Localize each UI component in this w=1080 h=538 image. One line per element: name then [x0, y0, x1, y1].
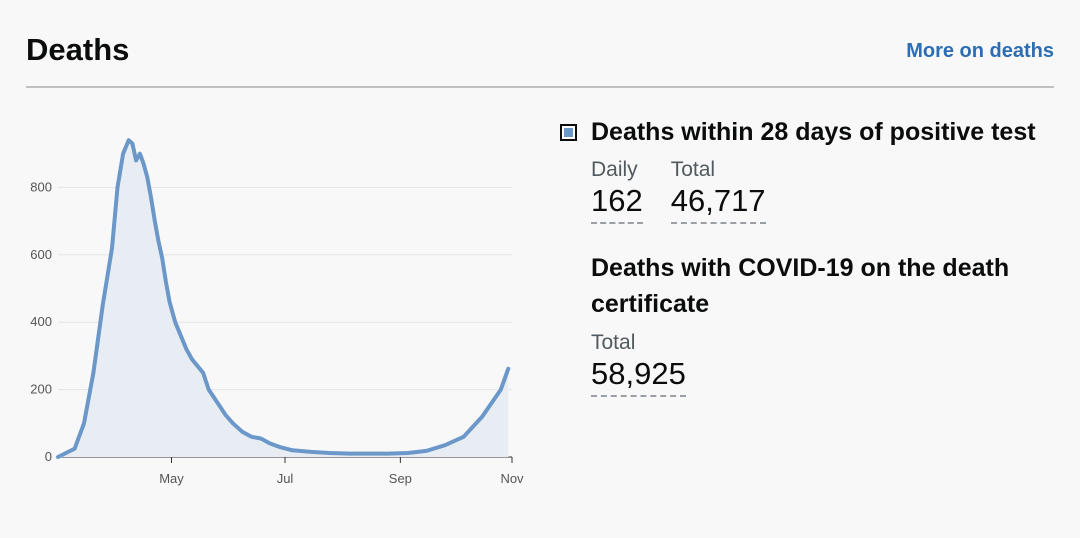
- metric-total-value[interactable]: 46,717: [670, 183, 766, 224]
- metric-certificate-total-value[interactable]: 58,925: [591, 356, 686, 397]
- legend-swatch-icon: [560, 124, 577, 141]
- metric-heading-death-certificate: Deaths with COVID-19 on the death certif…: [591, 254, 1010, 318]
- metrics-panel: Deaths within 28 days of positive test D…: [560, 118, 1060, 397]
- y-tick-label: 400: [30, 314, 52, 329]
- metric-heading-28-days: Deaths within 28 days of positive test: [560, 118, 1060, 147]
- more-on-deaths-link[interactable]: More on deaths: [906, 40, 1054, 62]
- metric-daily-value[interactable]: 162: [591, 183, 643, 224]
- y-tick-label: 800: [30, 179, 52, 194]
- metric-row-28-days: Daily 162 Total 46,717: [591, 157, 1060, 224]
- metric-daily-label: Daily: [591, 158, 638, 181]
- x-tick-label: Jul: [277, 471, 294, 486]
- metric-daily: Daily 162: [591, 157, 643, 224]
- metric-heading-28-days-text: Deaths within 28 days of positive test: [591, 118, 1036, 146]
- series-area: [58, 140, 509, 457]
- x-tick-label: Sep: [389, 471, 412, 486]
- y-tick-label: 600: [30, 247, 52, 262]
- metric-total: Total 46,717: [670, 157, 766, 224]
- x-tick-label: Nov: [500, 471, 524, 486]
- metric-certificate-total-label: Total: [591, 331, 636, 354]
- deaths-chart-svg: 0 200 400 600 800 May Jul Sep Nov: [30, 138, 524, 486]
- y-tick-label: 0: [45, 449, 52, 464]
- section-title: Deaths: [26, 32, 130, 67]
- deaths-chart: 0 200 400 600 800 May Jul Sep Nov: [0, 100, 545, 500]
- series-line: [56, 138, 511, 459]
- metric-row-death-certificate: Total 58,925: [591, 330, 1060, 397]
- y-tick-label: 200: [30, 382, 52, 397]
- x-tick-label: May: [159, 471, 184, 486]
- section-header: Deaths More on deaths: [26, 28, 1054, 88]
- metric-total-label: Total: [670, 158, 716, 181]
- metric-certificate-total: Total 58,925: [591, 330, 1032, 397]
